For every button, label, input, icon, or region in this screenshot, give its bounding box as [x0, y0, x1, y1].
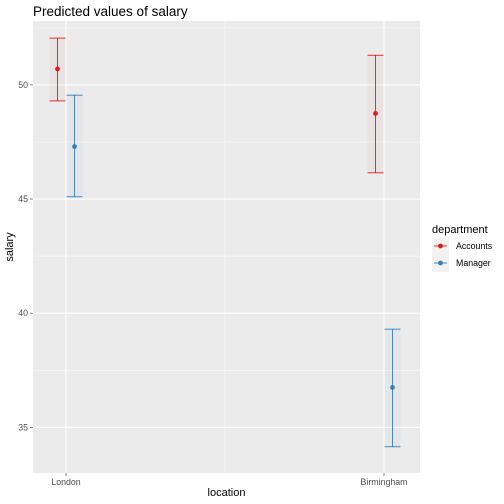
y-tick-label: 50	[18, 80, 28, 90]
plot-panel	[33, 21, 420, 473]
y-axis-title: salary	[4, 232, 16, 262]
grid-minor	[33, 21, 420, 473]
y-tick-label: 40	[18, 308, 28, 318]
y-tick-label: 45	[18, 194, 28, 204]
chart-title: Predicted values of salary	[33, 4, 188, 19]
data-point	[390, 384, 395, 390]
x-axis: London Birmingham	[51, 473, 407, 487]
data-point	[72, 144, 77, 149]
legend-key-point	[438, 243, 443, 249]
chart-marks	[49, 37, 401, 448]
y-axis: 35 40 45 50	[18, 80, 33, 432]
legend-key-point	[438, 260, 443, 266]
y-tick-label: 35	[18, 422, 28, 432]
legend-keys: Accounts Manager	[432, 238, 493, 272]
legend-title: department	[432, 224, 488, 236]
data-point	[373, 111, 378, 116]
data-point	[55, 66, 60, 72]
x-tick-label: Birmingham	[361, 477, 408, 487]
legend-label: Accounts	[456, 241, 493, 251]
legend-label: Manager	[456, 258, 491, 268]
x-tick-label: London	[51, 477, 80, 487]
x-axis-title: location	[208, 487, 246, 499]
legend: department Accounts Manager	[432, 224, 493, 272]
grid-major	[33, 21, 420, 473]
